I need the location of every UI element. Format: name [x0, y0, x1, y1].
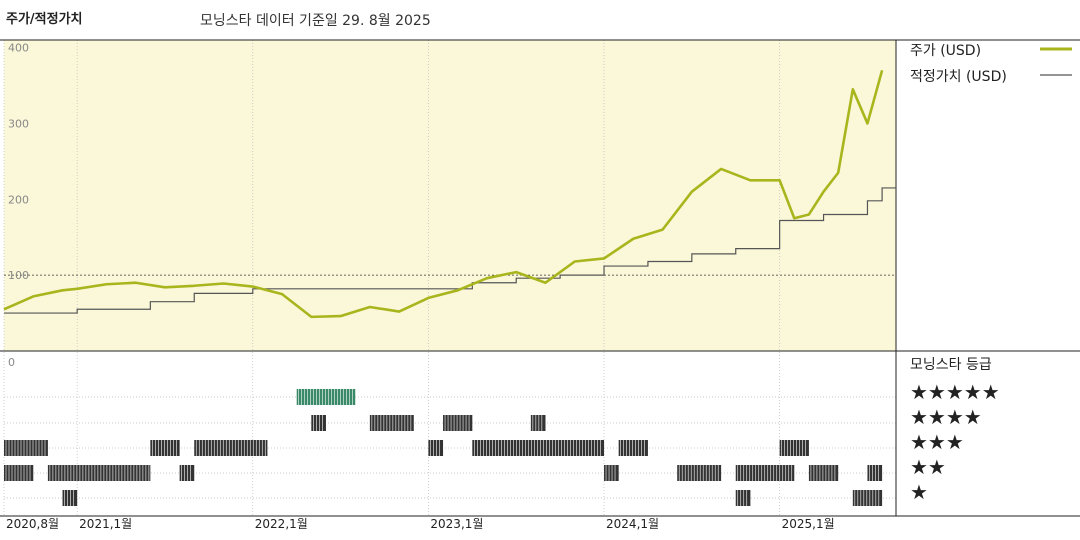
chart-title: 주가/적정가치 — [6, 12, 83, 27]
legend-fair-value-label: 적정가치 (USD) — [910, 69, 1007, 85]
rating-bar-3-stars — [194, 440, 268, 456]
rating-bar-3-stars — [472, 440, 605, 456]
x-tick-label: 2024,1월 — [606, 517, 659, 531]
rating-bar-2-stars — [47, 465, 151, 481]
chart-subtitle: 모닝스타 데이터 기준일 29. 8월 2025 — [200, 13, 431, 29]
upper-plot-background — [4, 40, 896, 351]
rating-label-3-stars: ★★★ — [910, 430, 964, 454]
legend-price-label: 주가 (USD) — [910, 43, 982, 59]
rating-bar-1-stars — [852, 490, 883, 506]
rating-label-4-stars: ★★★★ — [910, 405, 982, 429]
rating-label-5-stars: ★★★★★ — [910, 380, 1000, 404]
x-tick-label: 2023,1월 — [430, 517, 483, 531]
price-line — [3, 69, 884, 319]
rating-bar-2-stars — [677, 465, 722, 481]
rating-bar-3-stars — [618, 440, 648, 456]
x-tick-label: 2025,1월 — [782, 517, 835, 531]
rating-zero-label: 0 — [8, 356, 15, 369]
rating-bar-4-stars — [443, 415, 473, 431]
x-tick-label: 2021,1월 — [79, 517, 132, 531]
rating-bar-4-stars — [369, 415, 414, 431]
y-tick-label: 100 — [8, 269, 29, 282]
rating-label-2-stars: ★★ — [910, 455, 946, 479]
x-tick-label: 2020,8월 — [6, 517, 59, 531]
fair-value-line — [4, 187, 896, 314]
x-tick-label: 2022,1월 — [255, 517, 308, 531]
rating-bar-2-stars — [808, 465, 839, 481]
rating-bar-3-stars — [4, 440, 48, 456]
rating-bar-3-stars — [779, 440, 809, 456]
y-tick-label: 300 — [8, 117, 29, 130]
legend-rating-title: 모닝스타 등급 — [910, 357, 992, 373]
rating-bar-3-stars — [150, 440, 180, 456]
y-tick-label: 200 — [8, 193, 29, 206]
y-tick-label: 400 — [8, 42, 29, 55]
rating-bar-2-stars — [4, 465, 34, 481]
rating-label-1-star: ★ — [910, 480, 928, 504]
